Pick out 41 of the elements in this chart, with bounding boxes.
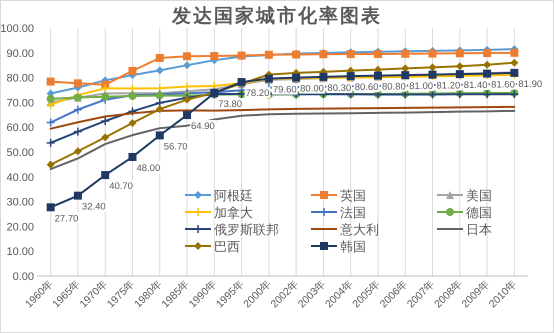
chart-title: 发达国家城市化率图表 (171, 5, 382, 27)
data-label: 32.40 (82, 202, 106, 213)
legend-label: 法国 (340, 205, 366, 220)
data-label: 81.60 (491, 80, 515, 91)
data-label: 80.30 (327, 82, 352, 94)
data-label: 48.00 (136, 162, 160, 174)
data-label: 79.60 (272, 84, 297, 96)
y-tick-label: 10.00 (6, 246, 34, 258)
y-tick-label: 20.00 (6, 221, 34, 234)
data-label: 81.00 (409, 81, 434, 92)
y-tick-label: 50.00 (6, 147, 34, 159)
legend-label: 俄罗斯联邦 (214, 222, 279, 237)
y-tick-label: 90.00 (6, 48, 34, 60)
y-tick-label: 70.00 (6, 97, 34, 110)
data-label: 81.20 (436, 80, 460, 92)
legend-label: 英国 (340, 188, 366, 203)
legend-label: 日本 (466, 222, 492, 237)
data-label: 73.80 (218, 98, 242, 110)
legend-label: 巴西 (214, 239, 240, 254)
data-label: 27.70 (54, 213, 78, 224)
data-label: 64.90 (191, 121, 215, 132)
legend-label: 加拿大 (214, 205, 253, 220)
data-label: 56.70 (164, 141, 188, 152)
y-tick-label: 0.00 (12, 271, 34, 283)
data-label: 80.60 (354, 82, 378, 94)
y-tick-label: 60.00 (6, 122, 34, 134)
y-tick-label: 100.00 (0, 23, 34, 35)
legend-label: 德国 (466, 205, 492, 220)
y-tick-label: 40.00 (6, 172, 34, 184)
legend-label: 美国 (466, 188, 492, 203)
data-label: 40.70 (109, 181, 133, 192)
legend-label: 意大利 (339, 222, 379, 237)
data-label: 80.00 (300, 84, 324, 95)
data-label: 80.80 (382, 82, 406, 93)
data-label: 81.90 (518, 78, 542, 90)
y-tick-label: 80.00 (6, 72, 34, 85)
data-label: 81.40 (464, 80, 488, 92)
legend-label: 韩国 (340, 239, 366, 254)
y-tick-label: 30.00 (6, 196, 34, 209)
data-label: 78.20 (246, 88, 270, 100)
legend-label: 阿根廷 (214, 188, 253, 203)
